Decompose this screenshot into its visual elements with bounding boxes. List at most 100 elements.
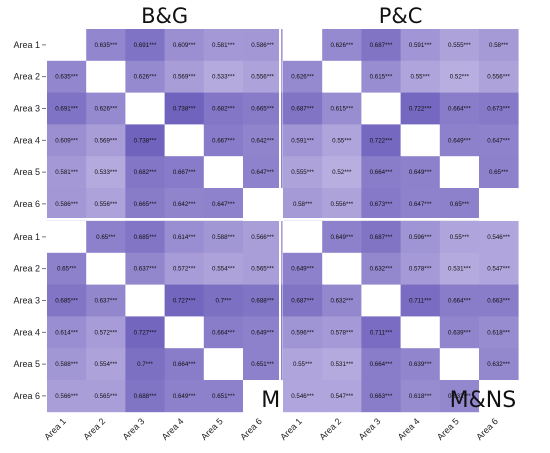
heatmap-cell [400,188,441,221]
heatmap-cell-value: 0.618*** [409,393,432,400]
heatmap-cell [322,188,362,221]
heatmap-cell-value: 0.618*** [487,329,510,336]
heatmap-cell [400,29,441,62]
heatmap-cell [479,316,519,349]
heatmap-cell [125,316,165,349]
heatmap-cell [203,92,244,125]
heatmap-cell-value: 0.682*** [134,169,157,176]
heatmap-cell [322,348,362,381]
heatmap-cell-value: 0.547*** [487,266,510,273]
heatmap-cell [243,156,283,189]
heatmap-cell [243,252,283,285]
heatmap-cell-value: 0.685*** [55,298,78,305]
heatmap-diagonal-cell [86,252,126,285]
heatmap-cell [400,156,441,189]
heatmap-cell-value: 0.556*** [94,201,117,208]
heatmap-cell [164,380,205,413]
heatmap-cell [479,221,519,254]
heatmap-cell [322,29,362,62]
heatmap-cell-value: 0.586*** [55,201,78,208]
heatmap-diagonal-cell [283,29,323,61]
heatmap-cell-value: 0.685*** [134,234,157,241]
heatmap-cell-value: 0.55*** [332,137,352,144]
heatmap-diagonal-cell [322,60,362,93]
heatmap-cell-value: 0.727*** [134,329,157,336]
heatmap-cell [86,221,126,254]
heatmap-cell [47,188,87,221]
heatmap-cell-value: 0.547*** [330,393,353,400]
heatmap-cell-value: 0.687*** [370,234,393,241]
heatmap-cell [283,156,323,189]
heatmap-cell-value: 0.531*** [330,361,353,368]
heatmap-cell [203,60,244,93]
heatmap-cell-value: 0.588*** [55,361,78,368]
heatmap-cell-value: 0.555*** [448,42,471,49]
heatmap-cell [322,284,362,317]
heatmap-cell [400,348,441,381]
heatmap-cell-value: 0.55*** [450,234,470,241]
heatmap-cell [203,316,244,349]
heatmap-diagonal-cell [125,284,165,317]
heatmap-cell-value: 0.687*** [291,298,314,305]
heatmap-cell [479,252,519,285]
heatmap-cell-value: 0.586*** [251,42,274,49]
heatmap-cell-value: 0.52*** [332,169,352,176]
heatmap-cell-value: 0.738*** [173,106,196,113]
heatmap-cell-value: 0.565*** [94,393,117,400]
heatmap-cell-value: 0.649*** [330,234,353,241]
column-label: Area 2 [81,416,107,442]
heatmap-cell-value: 0.711*** [370,329,393,336]
heatmap-cell-value: 0.546*** [291,393,314,400]
heatmap-cell-value: 0.615*** [370,74,393,81]
heatmap-diagonal-cell [283,221,323,253]
heatmap-cell-value: 0.572*** [94,329,117,336]
heatmap-cell [322,124,362,157]
row-label: Area 2 [13,72,40,82]
panel-title: B&G [141,4,188,28]
heatmap-diagonal-cell [361,92,401,125]
heatmap-cell [125,221,165,254]
heatmap-cell [203,252,244,285]
column-label: Area 6 [474,416,500,442]
column-label: Area 2 [317,416,343,442]
heatmap-cell [125,188,165,221]
heatmap-panel-m: 0.65*** 0.685*** 0.614*** 0.588*** 0.566*** 0… [47,221,283,413]
heatmap-cell-value: 0.632*** [330,298,353,305]
heatmap-cell [439,60,480,93]
heatmap-cell-value: 0.614*** [173,234,196,241]
heatmap-cell-value: 0.591*** [291,137,314,144]
heatmap-cell [283,92,323,125]
row-label: Area 3 [13,296,40,306]
heatmap-cell [86,92,126,125]
heatmap-cell [243,348,283,381]
heatmap-cell-value: 0.639*** [448,329,471,336]
column-label: Area 1 [278,416,304,442]
heatmap-cell [400,380,441,413]
heatmap-cell [125,124,165,157]
heatmap-cell [243,29,283,62]
heatmap-cell-value: 0.664*** [212,329,235,336]
row-label: Area 6 [13,199,40,209]
heatmap-cell-value: 0.615*** [330,106,353,113]
column-label: Area 4 [396,416,422,442]
row-label: Area 4 [13,327,40,337]
heatmap-cell [322,316,362,349]
heatmap-cell [164,29,205,62]
row-label: Area 3 [13,104,40,114]
heatmap-cell [479,156,519,189]
heatmap-cell [164,348,205,381]
row-label: Area 6 [13,391,40,401]
heatmap-cell [125,60,165,93]
heatmap-cell [47,60,87,93]
heatmap-cell-value: 0.691*** [134,42,157,49]
heatmap-cell [86,380,126,413]
heatmap-cell-value: 0.637*** [94,298,117,305]
heatmap-cell [164,156,205,189]
heatmap-cell [47,156,87,189]
heatmap-cell-value: 0.632*** [487,361,510,368]
heatmap-cell [361,348,401,381]
heatmap-cell-value: 0.556*** [330,201,353,208]
heatmap-cell-value: 0.682*** [212,106,235,113]
heatmap-cell-value: 0.588*** [212,234,235,241]
heatmap-cell [86,29,126,62]
